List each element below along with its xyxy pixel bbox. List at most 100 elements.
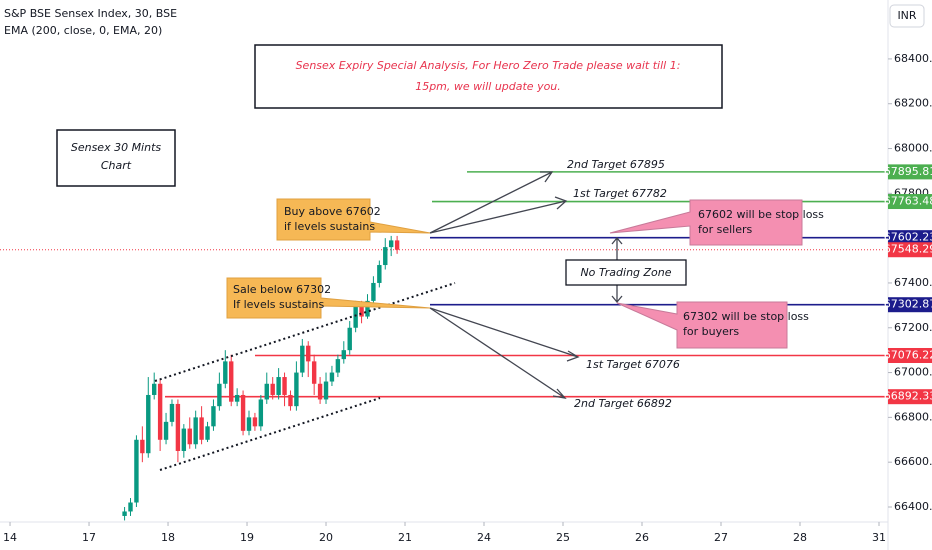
buy-stop-note: 67302 will be stop loss [683, 310, 809, 323]
target-label: 2nd Target 67895 [567, 158, 665, 171]
x-tick-label: 21 [398, 531, 412, 544]
candle-body [359, 305, 364, 317]
zone-box [565, 259, 687, 286]
candle-body [288, 394, 293, 407]
candle-body [169, 403, 175, 422]
price-tag-label: 67548.29 [884, 243, 932, 256]
target-label: 1st Target 67782 [573, 187, 667, 200]
price-tag [888, 347, 932, 363]
candle-body [199, 417, 204, 440]
candle-body [371, 282, 376, 301]
chart-label-box [56, 129, 176, 187]
buy-stop-note: for buyers [683, 325, 739, 338]
candle-body [294, 372, 299, 407]
candle-body [157, 383, 163, 440]
candle-body [300, 345, 305, 373]
candle-body [205, 426, 210, 440]
candle-body [394, 240, 400, 250]
headline: 15pm, we will update you. [415, 80, 561, 93]
candle-body [140, 439, 145, 454]
y-tick-label: 67000.00 [894, 366, 932, 379]
x-tick-label: 28 [793, 531, 807, 544]
candle-body [306, 345, 311, 362]
target-label: 2nd Target 66892 [574, 397, 672, 410]
candle-body [270, 383, 275, 395]
buy-note: if levels sustains [284, 220, 375, 233]
sell-stop-note: for sellers [698, 223, 753, 236]
candle-body [276, 377, 281, 395]
x-tick-label: 31 [872, 531, 886, 544]
candle-body [311, 361, 317, 384]
price-tag [888, 230, 932, 246]
chart-label: Sensex 30 Mints [71, 141, 162, 154]
candle-body [282, 377, 287, 395]
y-tick-label: 67400.00 [894, 276, 932, 289]
sell-stop-note: 67602 will be stop loss [698, 208, 824, 221]
price-tag-label: 67602.23 [884, 231, 932, 244]
candle-body [246, 417, 252, 431]
candle-body [217, 383, 222, 407]
candle-body [329, 372, 335, 382]
headline-box [254, 44, 723, 109]
buy-note: Buy above 67602 [284, 205, 381, 218]
candle-body [264, 383, 269, 400]
chart-label: Chart [101, 159, 132, 172]
candle-body [388, 240, 394, 248]
x-tick-label: 25 [556, 531, 570, 544]
price-tag [888, 297, 932, 313]
candle-body [365, 300, 370, 317]
candle-body [146, 394, 151, 454]
candle-body [122, 511, 127, 516]
arrows [429, 171, 623, 399]
sell-stop-callout [609, 199, 803, 246]
candle-body [252, 417, 258, 427]
candle-body [347, 327, 352, 351]
candle-body [223, 361, 228, 384]
y-tick-label: 66400.00 [894, 500, 932, 513]
price-tag-label: 67895.81 [884, 165, 932, 178]
x-tick-label: 20 [319, 531, 333, 544]
price-tag [888, 164, 932, 180]
price-tag [888, 242, 932, 258]
currency[interactable]: INR [897, 9, 916, 22]
candle-body [377, 265, 382, 283]
x-tick-label: 17 [82, 531, 96, 544]
candle-body [240, 394, 246, 431]
symbol: S&P BSE Sensex Index, 30, BSE [4, 7, 177, 20]
price-tag-label: 66892.33 [884, 390, 932, 403]
candle-body [229, 361, 234, 402]
buy-stop-callout [616, 301, 788, 349]
x-tick-label: 24 [477, 531, 491, 544]
candle-body [258, 399, 264, 427]
y-tick-label: 68000.00 [894, 142, 932, 155]
buy-callout [276, 198, 431, 241]
target-label: 1st Target 67076 [586, 358, 680, 371]
headline: Sensex Expiry Special Analysis, For Hero… [296, 59, 681, 72]
x-tick-label: 18 [161, 531, 175, 544]
x-tick-label: 19 [240, 531, 254, 544]
candle-body [341, 350, 346, 360]
candle-body [187, 428, 192, 445]
price-tag [888, 389, 932, 405]
candle-body [353, 305, 358, 328]
y-tick-label: 66800.00 [894, 410, 932, 423]
price-tag-label: 67302.87 [884, 298, 932, 311]
candle-body [181, 428, 187, 451]
candle-body [152, 383, 157, 395]
candle-body [323, 381, 329, 400]
price-tag-label: 67763.48 [884, 195, 932, 208]
price-tag [888, 194, 932, 210]
candle-body [134, 439, 139, 503]
candle-body [175, 403, 181, 451]
y-tick-label: 68200.00 [894, 97, 932, 110]
price-tag-label: 67076.22 [884, 348, 932, 361]
sale-note: Sale below 67302 [233, 283, 331, 296]
currency-button[interactable] [889, 4, 925, 28]
zone-label: No Trading Zone [580, 266, 671, 279]
sale-note: If levels sustains [233, 298, 325, 311]
y-tick-label: 67200.00 [894, 321, 932, 334]
candle-body [335, 359, 341, 373]
sale-callout [226, 277, 431, 319]
y-tick-label: 68400.00 [894, 52, 932, 65]
